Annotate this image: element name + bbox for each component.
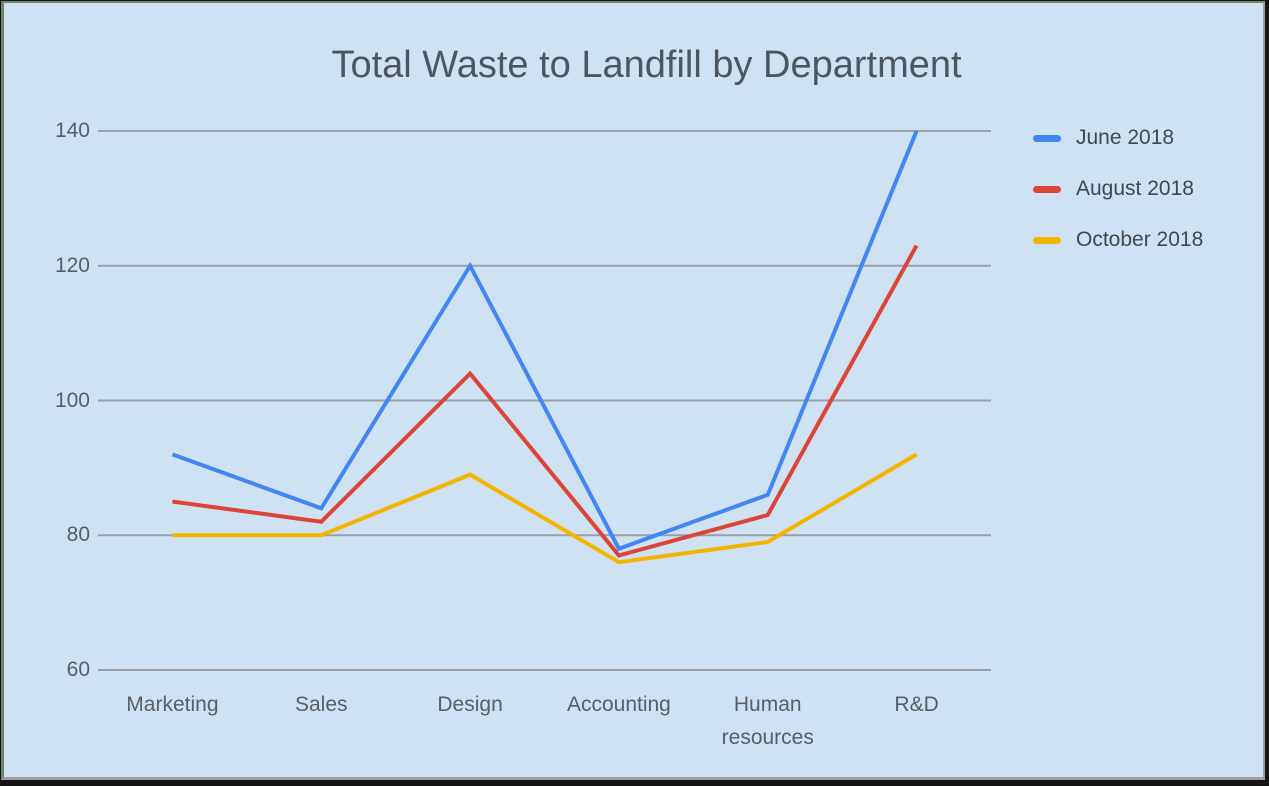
legend-item: October 2018: [1033, 227, 1203, 253]
plot-area: [98, 130, 991, 671]
x-axis-category-label: Design: [437, 693, 503, 716]
y-axis-tick-label: 80: [66, 523, 90, 547]
legend-item-label: August 2018: [1076, 177, 1194, 200]
series-lines-group: [171, 130, 919, 565]
y-axis-tick-label: 120: [54, 253, 90, 277]
legend-item: June 2018: [1033, 125, 1174, 151]
y-axis-tick-label: 60: [66, 658, 90, 681]
x-axis-category-label: Marketing: [126, 693, 219, 716]
legend-swatch-icon: [1033, 134, 1061, 142]
y-axis-tick-label: 100: [54, 388, 90, 412]
x-axis-category-label: Accounting: [566, 693, 671, 716]
series-line-october-2018: [172, 452, 918, 565]
legend-item: August 2018: [1033, 176, 1194, 202]
legend-item-label: June 2018: [1076, 126, 1175, 149]
legend-swatch-icon: [1033, 185, 1061, 193]
x-axis-category-label: Sales: [294, 693, 348, 716]
series-line-august-2018: [172, 244, 919, 558]
legend-item-label: October 2018: [1076, 228, 1204, 251]
legend-swatch-icon: [1033, 236, 1061, 244]
chart-title: Total Waste to Landfill by Department: [331, 44, 962, 86]
series-line-june-2018: [171, 130, 919, 552]
x-axis-category-label: Human resources: [721, 693, 814, 749]
y-axis-tick-label: 140: [54, 119, 90, 142]
gridlines-group: [98, 130, 991, 671]
x-axis-category-label: R&D: [894, 693, 939, 716]
